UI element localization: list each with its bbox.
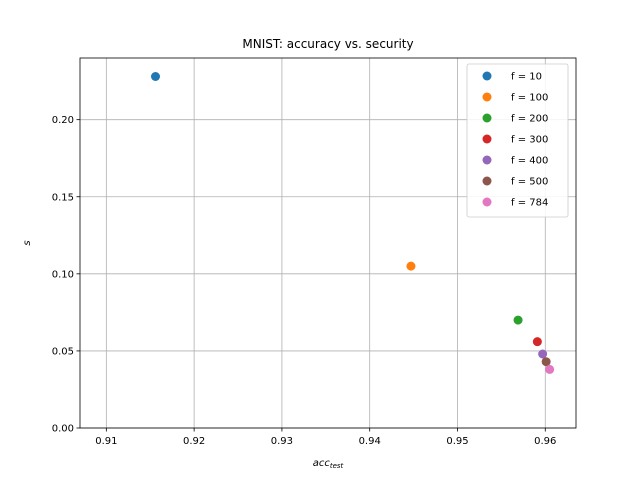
legend-box <box>466 63 569 218</box>
legend-label: f = 500 <box>511 177 548 188</box>
legend-marker <box>482 197 492 207</box>
legend-label: f = 784 <box>511 198 548 209</box>
x-tick-label: 0.93 <box>271 436 293 447</box>
data-points <box>150 72 555 374</box>
legend: f = 10 f = 100 f = 200 f = 300 f = 400 f = 50… <box>466 63 569 218</box>
chart-title: MNIST: accuracy vs. security <box>242 37 413 51</box>
data-point <box>406 261 416 271</box>
y-tick-label: 0.05 <box>52 346 74 357</box>
x-axis-label: acctest <box>313 458 344 470</box>
data-point <box>538 349 548 359</box>
legend-marker <box>482 155 492 165</box>
legend-marker <box>482 92 492 102</box>
y-tick-label: 0.20 <box>52 115 74 126</box>
x-axis-ticks: 0.91 0.92 0.93 0.94 0.95 0.96 <box>95 428 556 447</box>
y-tick-label: 0.15 <box>52 192 74 203</box>
data-point <box>545 364 555 374</box>
legend-marker <box>482 134 492 144</box>
data-point <box>541 357 551 367</box>
data-point <box>513 315 523 325</box>
y-tick-label: 0.10 <box>52 269 74 280</box>
data-point <box>532 337 542 347</box>
legend-label: f = 100 <box>511 93 548 104</box>
x-tick-label: 0.94 <box>359 436 381 447</box>
legend-marker <box>482 176 492 186</box>
x-axis-label-subscript: test <box>330 462 344 470</box>
y-axis-ticks: 0.00 0.05 0.10 0.15 0.20 <box>52 115 80 435</box>
legend-marker <box>482 71 492 81</box>
data-point <box>150 72 160 81</box>
x-axis-label-main: acc <box>313 458 331 469</box>
x-tick-label: 0.92 <box>183 436 205 447</box>
legend-label: f = 300 <box>511 135 548 146</box>
legend-label: f = 200 <box>511 114 548 125</box>
x-tick-label: 0.95 <box>446 436 468 447</box>
plot-frame <box>79 57 577 429</box>
legend-label: f = 10 <box>511 72 542 83</box>
y-tick-label: 0.00 <box>52 424 74 435</box>
legend-label: f = 400 <box>511 156 548 167</box>
legend-marker <box>482 113 492 123</box>
x-tick-label: 0.91 <box>95 436 117 447</box>
x-tick-label: 0.96 <box>534 436 556 447</box>
y-axis-label: s <box>22 240 33 245</box>
